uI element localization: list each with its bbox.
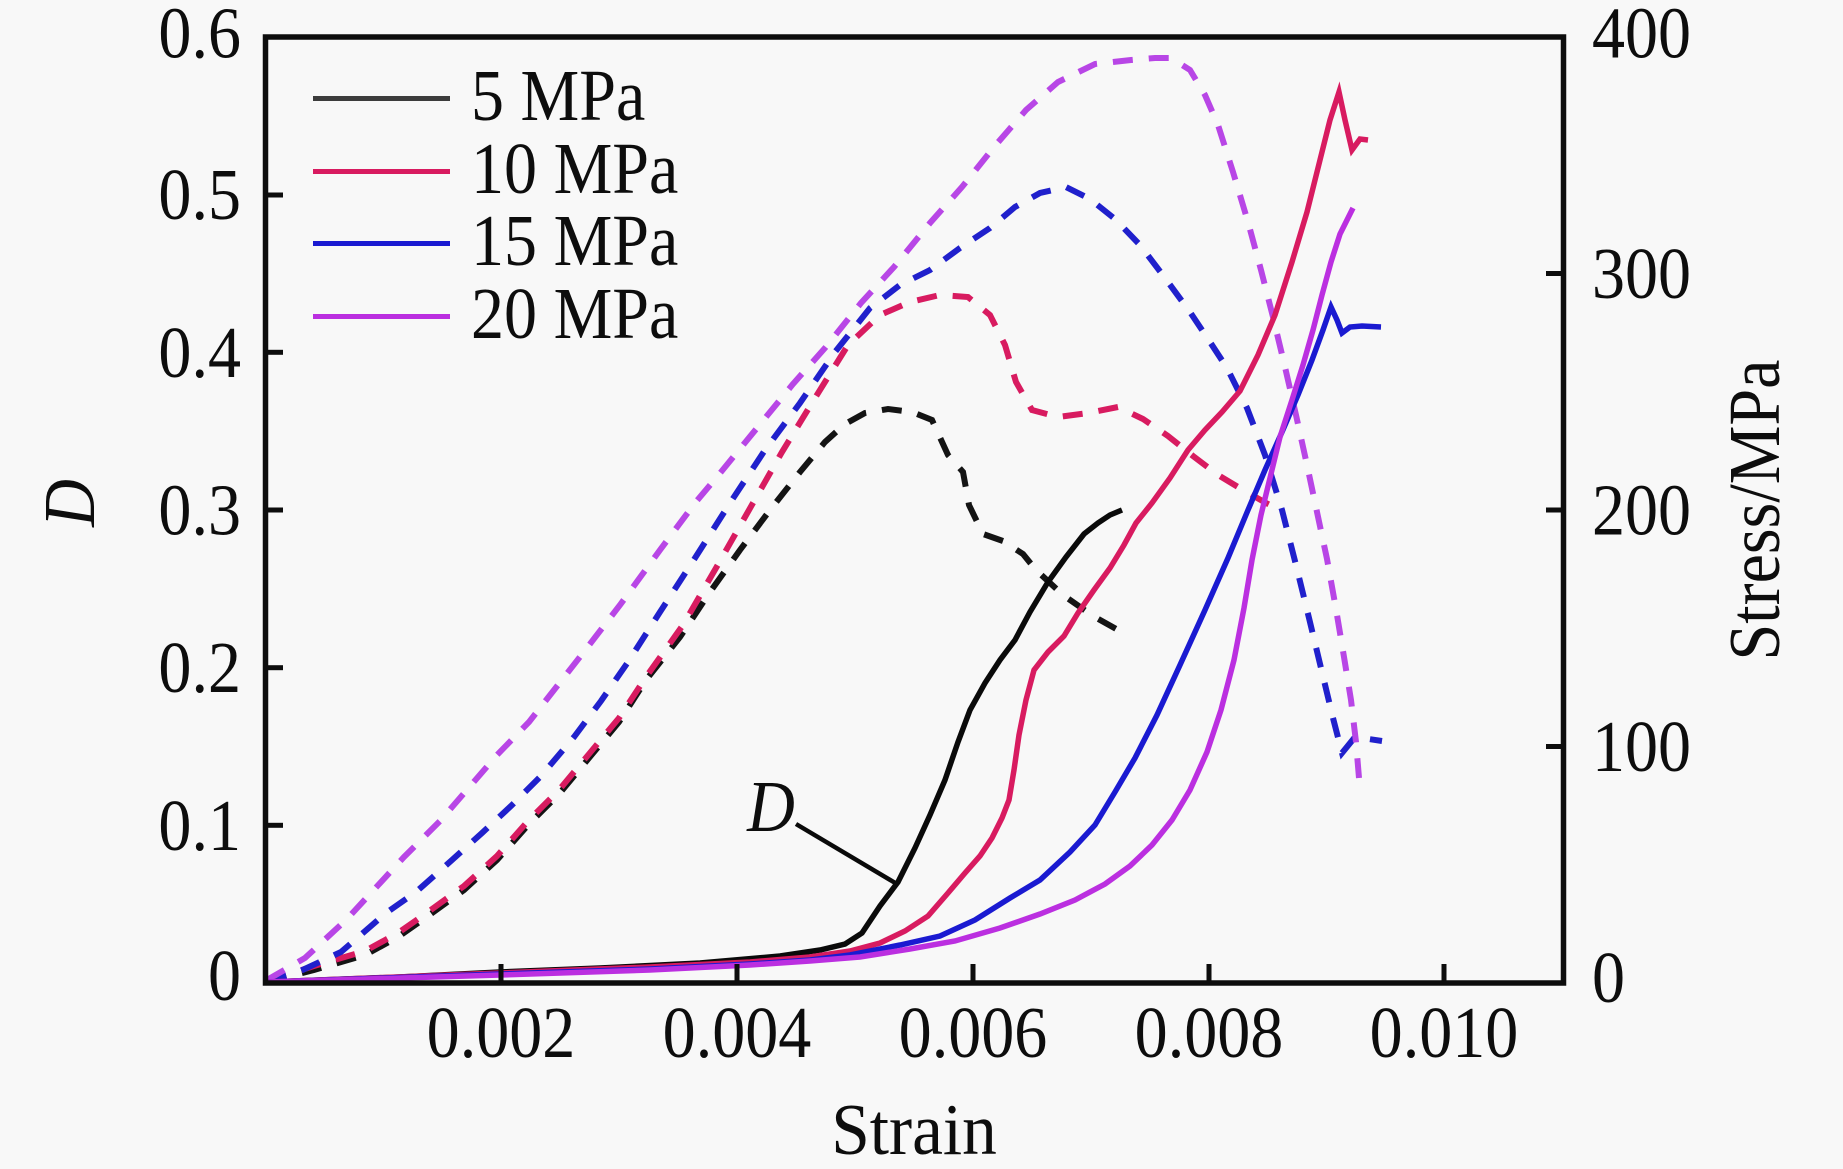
svg-text:0: 0 xyxy=(1592,938,1625,1019)
svg-text:0.5: 0.5 xyxy=(158,155,241,236)
svg-text:0.2: 0.2 xyxy=(158,628,241,709)
svg-text:0.002: 0.002 xyxy=(427,993,576,1074)
svg-text:0.004: 0.004 xyxy=(663,993,812,1074)
svg-text:300: 300 xyxy=(1592,234,1691,315)
svg-text:0: 0 xyxy=(208,936,241,1017)
svg-text:0.1: 0.1 xyxy=(158,786,241,867)
svg-text:0.006: 0.006 xyxy=(899,993,1048,1074)
svg-text:D: D xyxy=(30,479,111,528)
svg-text:200: 200 xyxy=(1592,471,1691,552)
svg-text:15 MPa: 15 MPa xyxy=(471,201,678,282)
svg-text:0.010: 0.010 xyxy=(1370,993,1519,1074)
svg-text:20 MPa: 20 MPa xyxy=(471,274,678,355)
svg-text:5 MPa: 5 MPa xyxy=(471,56,645,137)
svg-text:Strain: Strain xyxy=(831,1090,997,1169)
svg-text:D: D xyxy=(746,767,795,848)
svg-text:0.3: 0.3 xyxy=(158,471,241,552)
svg-text:100: 100 xyxy=(1592,707,1691,788)
svg-text:Stress/MPa: Stress/MPa xyxy=(1715,360,1796,661)
svg-text:10 MPa: 10 MPa xyxy=(471,129,678,210)
svg-text:0.4: 0.4 xyxy=(158,313,241,394)
svg-text:0.008: 0.008 xyxy=(1135,993,1284,1074)
svg-text:400: 400 xyxy=(1592,0,1691,74)
svg-text:0.6: 0.6 xyxy=(158,0,241,74)
